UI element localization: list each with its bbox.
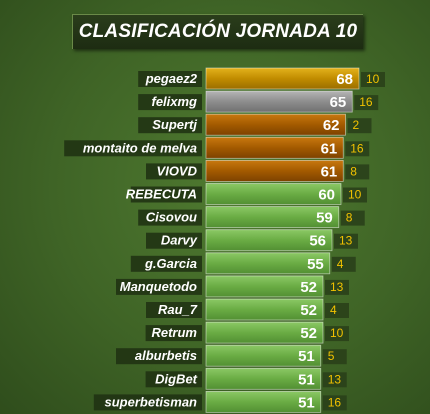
position-value: 16	[359, 95, 373, 109]
player-name: Rau_7	[158, 302, 198, 317]
score-bar	[205, 298, 324, 321]
player-name: Darvy	[161, 233, 198, 248]
position-value: 16	[328, 395, 342, 409]
player-name: REBECUTA	[126, 187, 197, 202]
score-value: 52	[300, 279, 317, 296]
position-box	[361, 72, 385, 87]
score-value: 61	[321, 140, 338, 157]
score-bar	[205, 390, 322, 413]
position-box	[325, 279, 349, 295]
score-bar	[205, 252, 331, 275]
score-bar	[205, 90, 353, 113]
score-bar	[205, 183, 342, 205]
player-label-box	[130, 186, 202, 203]
score-value: 56	[309, 233, 326, 250]
position-value: 10	[348, 188, 362, 202]
player-label-box	[138, 71, 202, 87]
score-value: 65	[330, 94, 347, 111]
position-box	[322, 372, 347, 388]
player-label-box	[116, 278, 202, 295]
player-name: VIOVD	[157, 163, 198, 178]
player-name: Cisovou	[146, 210, 197, 225]
score-bar	[205, 206, 340, 229]
player-name: felixmg	[151, 94, 197, 109]
score-value: 52	[300, 325, 317, 342]
position-box	[325, 326, 349, 342]
position-box	[340, 210, 365, 226]
position-value: 10	[330, 326, 344, 340]
position-box	[345, 164, 370, 180]
player-name: alburbetis	[135, 348, 197, 363]
player-label-box	[145, 371, 202, 388]
position-box	[331, 256, 356, 272]
player-label-box	[145, 325, 202, 342]
score-bar	[205, 159, 344, 182]
player-label-box	[138, 94, 202, 111]
score-bar	[205, 367, 322, 390]
score-value: 52	[300, 302, 317, 319]
position-value: 4	[330, 303, 337, 317]
position-box	[325, 303, 349, 318]
score-bar	[205, 229, 333, 252]
player-label-box	[138, 117, 202, 134]
player-name: Manquetodo	[120, 279, 197, 294]
player-name: Retrum	[151, 325, 197, 340]
score-bar	[205, 67, 360, 90]
score-value: 60	[318, 187, 335, 204]
player-name: superbetisman	[105, 394, 198, 409]
position-box	[343, 187, 367, 203]
position-box	[322, 349, 347, 365]
player-name: montaito de melva	[83, 140, 197, 155]
position-value: 16	[350, 141, 364, 155]
player-label-box	[146, 302, 202, 318]
player-label-box	[138, 209, 202, 226]
position-box	[334, 233, 358, 249]
position-value: 8	[350, 164, 357, 178]
score-bar	[205, 136, 344, 159]
score-value: 51	[298, 348, 315, 365]
player-label-box	[146, 163, 202, 180]
position-value: 13	[339, 234, 353, 248]
score-value: 61	[321, 163, 338, 180]
position-box	[322, 395, 347, 411]
position-value: 5	[328, 349, 335, 363]
player-label-box	[116, 348, 202, 365]
score-bar	[205, 275, 324, 298]
chart-title-box: CLASIFICACIÓN JORNADA 10	[72, 14, 363, 49]
player-label-box	[93, 394, 202, 411]
score-bar	[205, 321, 324, 344]
player-name: Supertj	[152, 117, 197, 132]
score-value: 51	[298, 394, 315, 411]
player-label-box	[130, 255, 202, 272]
position-value: 13	[330, 280, 344, 294]
score-bar	[205, 344, 322, 367]
player-label-box	[146, 232, 202, 249]
score-bar	[205, 113, 346, 136]
player-name: g.Garcia	[144, 256, 197, 271]
score-value: 59	[316, 210, 333, 227]
position-value: 4	[337, 257, 344, 271]
player-name: DigBet	[155, 371, 198, 386]
score-value: 62	[323, 117, 340, 134]
position-box	[354, 95, 379, 111]
position-value: 8	[346, 211, 353, 225]
player-name: pegaez2	[145, 71, 198, 86]
position-box	[347, 118, 372, 134]
position-value: 13	[328, 372, 342, 386]
position-value: 2	[353, 118, 360, 132]
player-label-box	[64, 140, 202, 157]
score-value: 51	[298, 371, 315, 388]
score-value: 55	[307, 256, 324, 273]
position-value: 10	[366, 72, 380, 86]
score-value: 68	[336, 71, 353, 88]
position-box	[345, 141, 370, 157]
chart-title: CLASIFICACIÓN JORNADA 10	[78, 21, 358, 42]
